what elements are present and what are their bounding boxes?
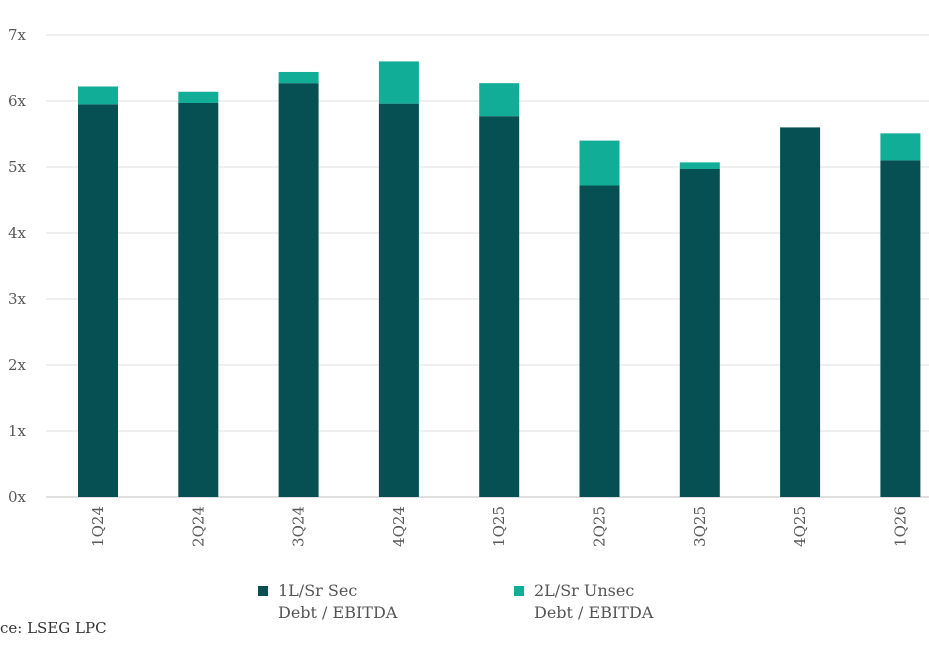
legend-item-2l-sr-unsec: 2L/Sr Unsec Debt / EBITDA (514, 580, 714, 624)
y-tick-label-5: 5x (8, 158, 27, 176)
x-tick-label-2Q25: 2Q25 (591, 506, 609, 547)
x-tick-label-1Q24: 1Q24 (89, 506, 107, 547)
bar-2l-sr-unsec-1Q26 (880, 133, 921, 161)
bar-1l-sr-sec-1Q26 (880, 160, 921, 497)
y-tick-label-3: 3x (8, 290, 27, 308)
x-tick-label-1Q25: 1Q25 (490, 506, 508, 547)
bar-1l-sr-sec-4Q25 (780, 127, 821, 498)
bar-2l-sr-unsec-4Q24 (378, 61, 419, 104)
x-axis-ticks: 1Q24 2Q24 3Q24 4Q24 1Q25 2Q25 3Q25 4Q25 1Q26 (89, 506, 909, 547)
legend-item-1l-sr-sec: 1L/Sr Sec Debt / EBITDA (258, 580, 458, 624)
bar-1l-sr-sec-3Q25 (679, 168, 720, 498)
legend-label-1l-line1: 1L/Sr Sec (278, 581, 358, 600)
source-note: ce: LSEG LPC (0, 619, 107, 637)
bar-1l-sr-sec-3Q24 (278, 83, 319, 498)
bar-2l-sr-unsec-3Q24 (278, 71, 319, 84)
bar-2l-sr-unsec-1Q25 (479, 83, 520, 117)
bar-2l-sr-unsec-2Q24 (178, 91, 219, 103)
bar-1l-sr-sec-2Q25 (579, 185, 620, 498)
legend-swatch-2l (514, 586, 524, 596)
x-tick-label-1Q26: 1Q26 (891, 506, 909, 547)
legend-label-1l-line2: Debt / EBITDA (278, 603, 398, 622)
x-tick-label-4Q24: 4Q24 (390, 506, 408, 547)
legend-label-2l-line2: Debt / EBITDA (534, 603, 654, 622)
y-axis-ticks: 0x 1x 2x 3x 4x 5x 6x 7x (8, 26, 27, 506)
bar-1l-sr-sec-1Q25 (479, 116, 520, 498)
bar-1l-sr-sec-1Q24 (78, 104, 118, 498)
y-tick-label-1: 1x (8, 422, 27, 440)
bar-2l-sr-unsec-3Q25 (679, 162, 720, 169)
bars (78, 61, 921, 498)
legend: 1L/Sr Sec Debt / EBITDA 2L/Sr Unsec Debt… (258, 580, 714, 624)
legend-swatch-1l (258, 586, 268, 596)
bar-2l-sr-unsec-2Q25 (579, 140, 620, 186)
x-tick-label-4Q25: 4Q25 (791, 506, 809, 547)
y-tick-label-7: 7x (8, 26, 27, 44)
x-tick-label-3Q25: 3Q25 (691, 506, 709, 547)
bar-2l-sr-unsec-1Q24 (78, 86, 118, 105)
bar-1l-sr-sec-4Q24 (378, 103, 419, 497)
y-tick-label-2: 2x (8, 356, 27, 374)
x-tick-label-2Q24: 2Q24 (189, 506, 207, 547)
bar-1l-sr-sec-2Q24 (178, 102, 219, 497)
y-tick-label-0: 0x (8, 488, 27, 506)
x-tick-label-3Q24: 3Q24 (290, 506, 308, 547)
y-tick-label-6: 6x (8, 92, 27, 110)
y-tick-label-4: 4x (8, 224, 27, 242)
legend-label-2l-line1: 2L/Sr Unsec (534, 581, 635, 600)
